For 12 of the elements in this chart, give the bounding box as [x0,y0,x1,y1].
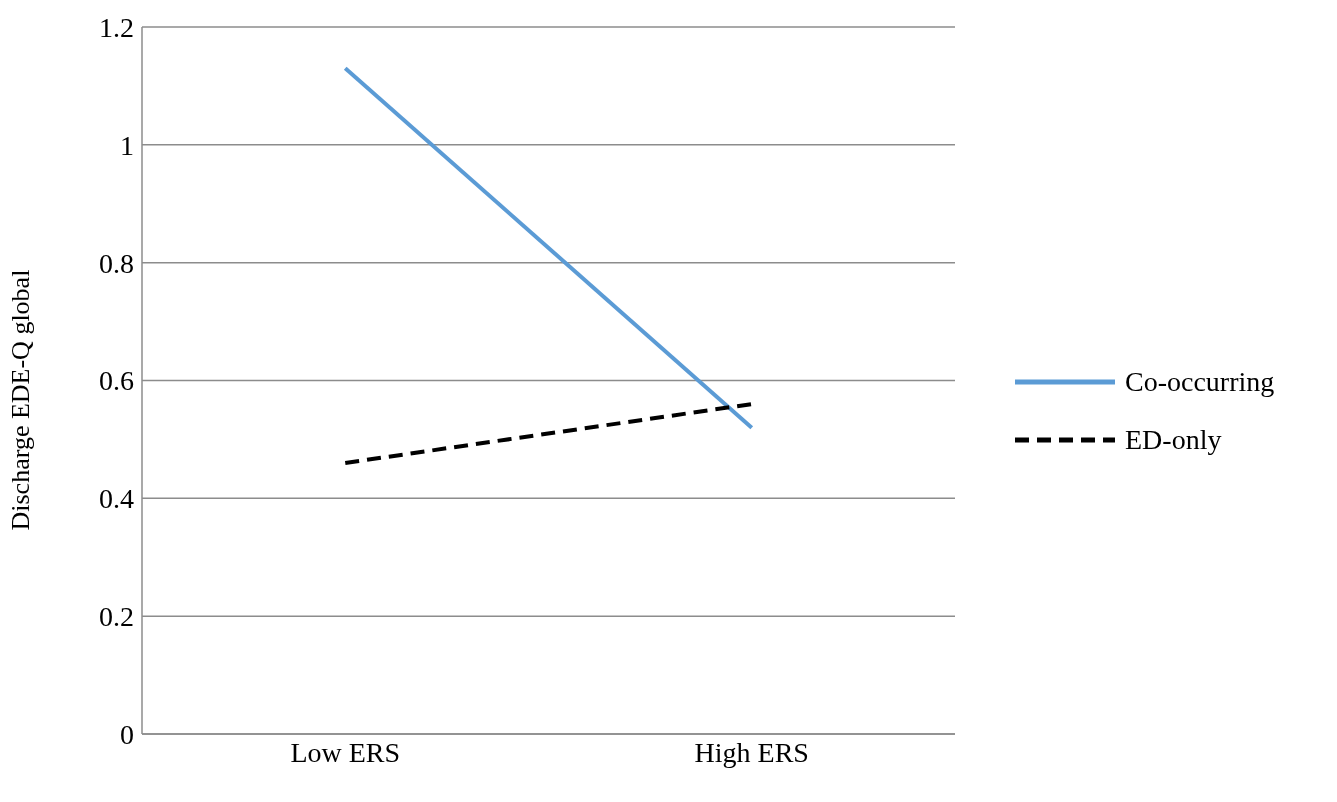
x-tick-label: Low ERS [290,736,401,768]
y-tick-label: 0.2 [99,601,134,633]
y-tick-label: 1 [120,129,134,161]
x-tick-label: High ERS [694,736,809,768]
y-tick-label: 1.2 [99,11,134,43]
legend-label: Co-occurring [1125,366,1275,398]
y-tick-label: 0.6 [99,365,134,397]
y-tick-label: 0.4 [99,483,134,515]
y-tick-label: 0.8 [99,247,134,279]
legend-label: ED-only [1125,424,1222,456]
y-axis-title: Discharge EDE-Q global [6,269,36,531]
y-tick-label: 0 [120,718,134,750]
